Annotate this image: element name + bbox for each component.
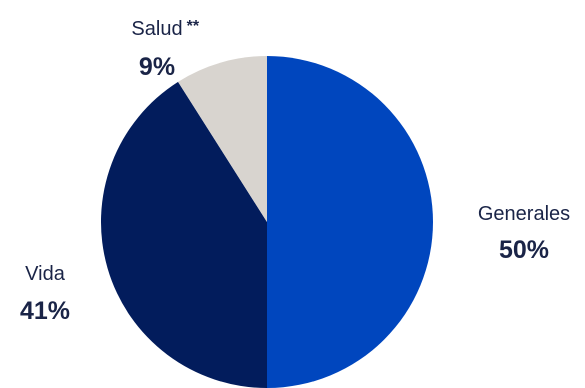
slice-label-vida: Vida <box>25 263 66 285</box>
slice-note-salud: ** <box>187 18 200 35</box>
pie-slice-salud <box>178 56 267 222</box>
slice-value-salud: 9% <box>139 53 175 81</box>
slice-value-vida: 41% <box>20 297 70 325</box>
slice-label-generales: Generales <box>478 203 570 225</box>
slices-layer <box>100 56 433 388</box>
slice-value-generales: 50% <box>499 236 549 264</box>
labels-layer: Generales 50% Vida 41% Salud ** 9% <box>20 18 570 325</box>
slice-label-salud: Salud <box>131 18 182 40</box>
pie-slice-generales <box>267 56 433 388</box>
pie-slice-vida <box>100 81 268 388</box>
